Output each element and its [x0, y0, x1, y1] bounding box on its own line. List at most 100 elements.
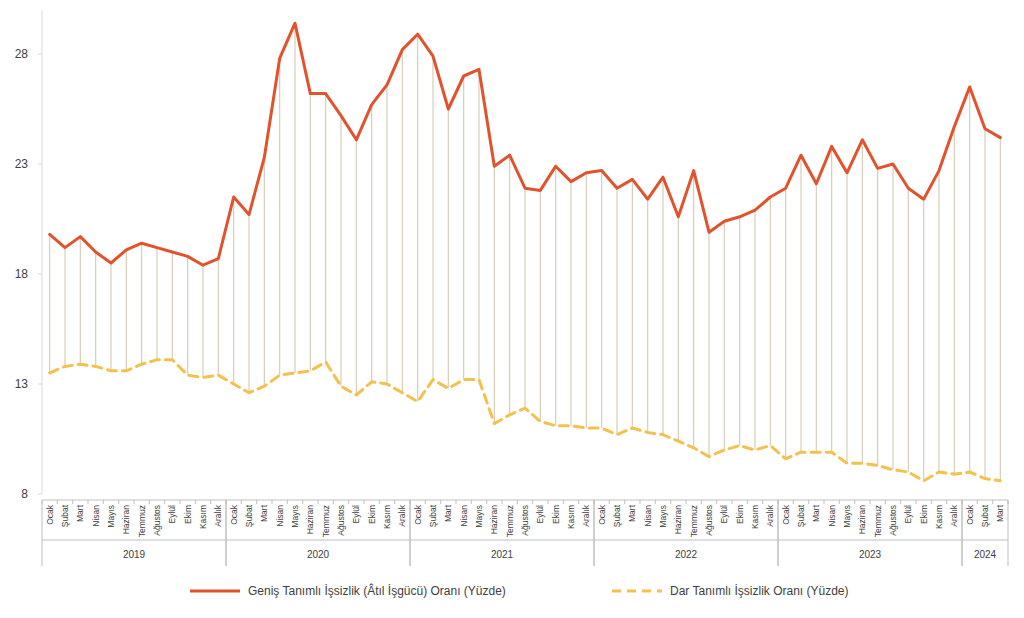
- x-tick-label: Kasım: [934, 505, 944, 529]
- x-tick: [149, 500, 150, 504]
- x-tick: [686, 500, 687, 504]
- x-tick: [118, 500, 119, 504]
- x-tick: [195, 500, 196, 504]
- drop-line: [110, 263, 111, 371]
- x-tick-label: Nisan: [459, 505, 469, 527]
- drop-line: [187, 256, 188, 375]
- x-tick: [379, 500, 380, 504]
- chart-svg: 813182328OcakŞubatMartNisanMayısHaziranT…: [0, 0, 1024, 618]
- x-tick: [134, 500, 135, 504]
- x-tick-label: Mayıs: [290, 505, 300, 528]
- x-tick: [348, 500, 349, 504]
- x-tick: [548, 500, 549, 504]
- x-tick-label: Nisan: [827, 505, 837, 527]
- x-tick: [210, 500, 211, 504]
- x-tick: [180, 500, 181, 504]
- group-separator: [410, 500, 411, 566]
- legend-swatch: [612, 590, 662, 593]
- x-tick: [624, 500, 625, 504]
- series-line: [50, 360, 1001, 481]
- x-tick-label: Şubat: [980, 504, 990, 527]
- y-tick-label: 23: [15, 157, 29, 171]
- x-tick: [333, 500, 334, 504]
- x-tick: [716, 500, 717, 504]
- x-tick: [931, 500, 932, 504]
- x-tick: [900, 500, 901, 504]
- plot-area: [50, 23, 1001, 481]
- group-label: 2023: [859, 549, 882, 560]
- x-axis-line: [42, 500, 1008, 501]
- drop-line: [724, 221, 725, 450]
- x-tick-label: Mayıs: [658, 505, 668, 528]
- x-tick-label: Temmuz: [689, 505, 699, 537]
- x-tick-label: Ağustos: [704, 505, 714, 536]
- x-tick: [701, 500, 702, 504]
- series-line: [50, 23, 1001, 265]
- x-tick: [640, 500, 641, 504]
- legend-label: Geniş Tanımlı İşsizlik (Âtıl İşgücü) Ora…: [248, 583, 506, 598]
- x-tick-label: Kasım: [750, 505, 760, 529]
- x-tick-label: Haziran: [673, 505, 683, 535]
- x-tick: [364, 500, 365, 504]
- drop-line: [708, 232, 709, 456]
- drop-line: [80, 237, 81, 365]
- x-tick-label: Ocak: [229, 504, 239, 525]
- drop-line: [540, 190, 541, 421]
- y-tick-label: 18: [15, 267, 29, 281]
- x-tick-label: Eylül: [903, 505, 913, 524]
- drop-line: [64, 248, 65, 367]
- drop-line: [432, 56, 433, 379]
- drop-line: [264, 157, 265, 386]
- drop-line: [908, 188, 909, 472]
- drop-line: [294, 23, 295, 373]
- group-label: 2021: [491, 549, 514, 560]
- x-tick: [440, 500, 441, 504]
- drop-line: [555, 166, 556, 426]
- legend: Geniş Tanımlı İşsizlik (Âtıl İşgücü) Ora…: [190, 583, 849, 598]
- x-tick-label: Kasım: [566, 505, 576, 529]
- drop-line: [126, 250, 127, 371]
- drop-line: [816, 184, 817, 452]
- drop-line: [156, 248, 157, 360]
- x-tick-label: Ekim: [183, 505, 193, 524]
- drop-line: [570, 182, 571, 426]
- drop-line: [141, 243, 142, 364]
- x-tick-label: Şubat: [244, 504, 254, 527]
- drop-line: [954, 127, 955, 475]
- drop-line: [1000, 138, 1001, 481]
- drop-line: [463, 76, 464, 380]
- x-tick-label: Ekim: [735, 505, 745, 524]
- x-tick: [885, 500, 886, 504]
- y-tick: [38, 164, 42, 165]
- x-tick-label: Mart: [627, 504, 637, 522]
- drop-line: [601, 171, 602, 428]
- group-separator: [778, 500, 779, 566]
- x-tick: [272, 500, 273, 504]
- x-tick-label: Aralık: [397, 504, 407, 526]
- drop-line: [371, 105, 372, 382]
- x-tick-label: Mayıs: [106, 505, 116, 528]
- x-tick-label: Haziran: [305, 505, 315, 535]
- x-tick: [103, 500, 104, 504]
- x-tick: [57, 500, 58, 504]
- x-tick: [916, 500, 917, 504]
- drop-line: [218, 259, 219, 376]
- x-tick-label: Ağustos: [336, 505, 346, 536]
- drop-line: [862, 140, 863, 463]
- group-separator: [962, 500, 963, 566]
- x-tick: [318, 500, 319, 504]
- x-tick-label: Mayıs: [842, 505, 852, 528]
- x-tick-label: Haziran: [489, 505, 499, 535]
- x-tick-label: Aralık: [213, 504, 223, 526]
- x-tick-label: Nisan: [275, 505, 285, 527]
- drop-line: [662, 177, 663, 434]
- drop-line: [846, 173, 847, 463]
- x-tick-label: Mart: [75, 504, 85, 522]
- x-tick: [502, 500, 503, 504]
- drop-line: [356, 140, 357, 395]
- drop-line: [325, 94, 326, 362]
- drop-line: [800, 155, 801, 452]
- x-tick: [471, 500, 472, 504]
- x-tick-label: Ekim: [367, 505, 377, 524]
- x-tick: [164, 500, 165, 504]
